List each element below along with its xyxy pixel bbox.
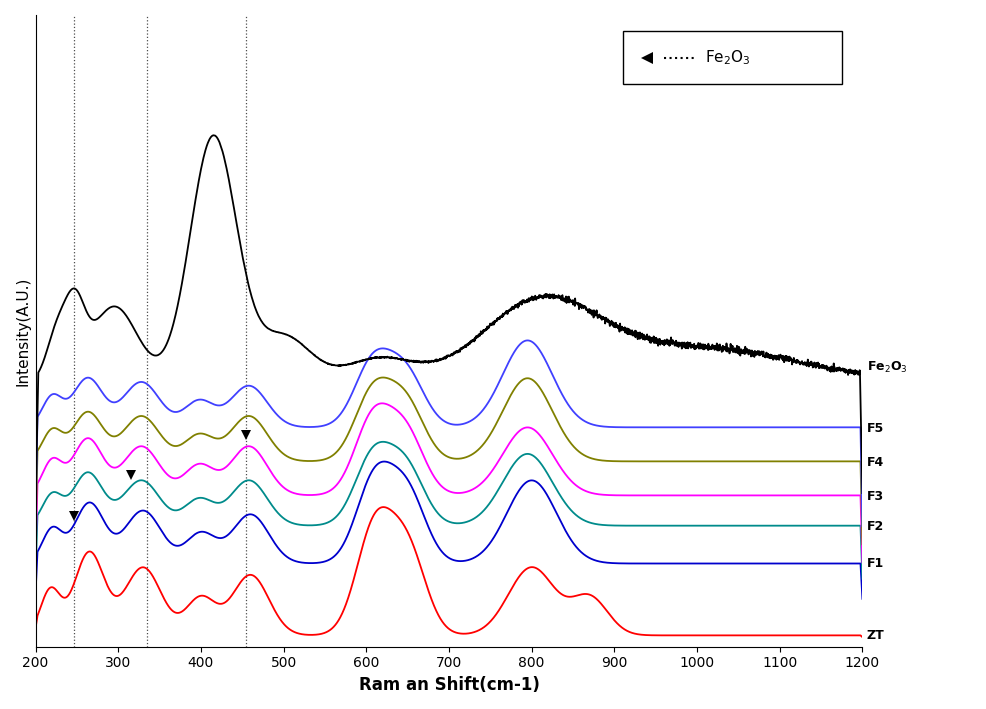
Text: F4: F4 [867,456,883,469]
Text: F5: F5 [867,422,883,435]
Text: Fe$_2$O$_3$: Fe$_2$O$_3$ [867,360,907,375]
Text: ZT: ZT [867,629,884,642]
Text: F3: F3 [867,490,883,503]
Y-axis label: Intensity(A.U.): Intensity(A.U.) [15,277,30,386]
X-axis label: Ram an Shift(cm-1): Ram an Shift(cm-1) [359,676,539,694]
FancyBboxPatch shape [622,30,842,84]
Text: Fe$_2$O$_3$: Fe$_2$O$_3$ [705,48,751,67]
Text: F1: F1 [867,557,883,570]
Text: F2: F2 [867,520,883,532]
